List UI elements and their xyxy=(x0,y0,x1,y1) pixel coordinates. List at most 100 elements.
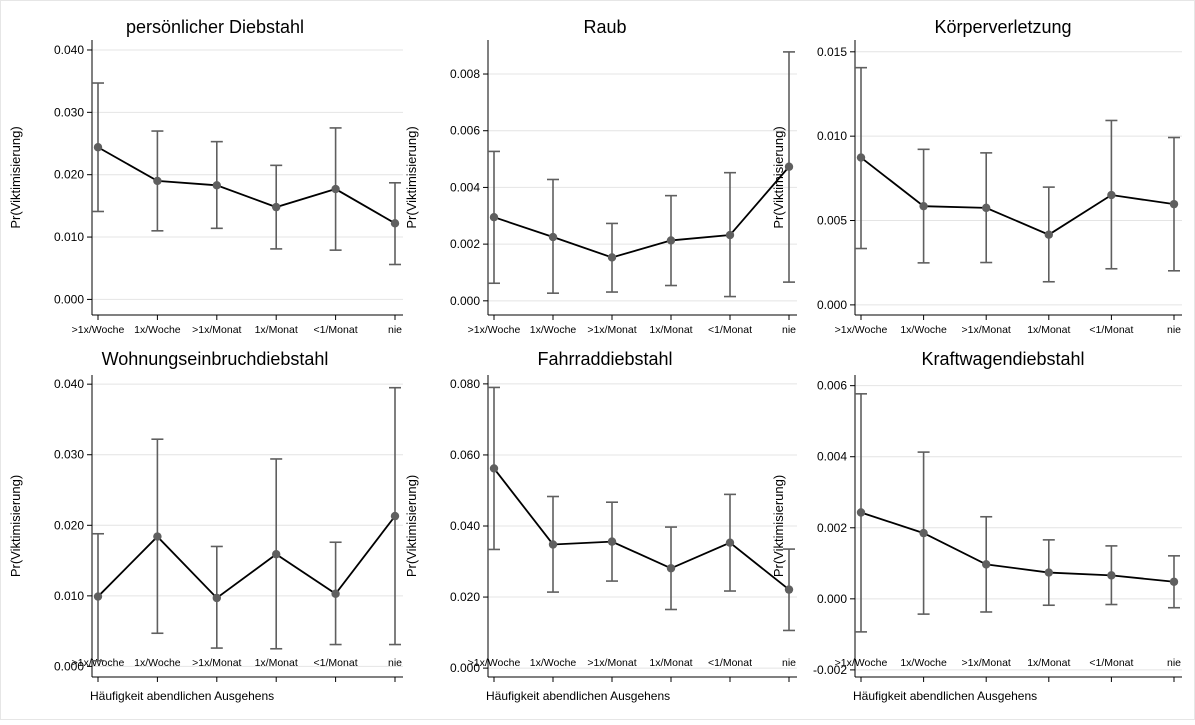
data-point xyxy=(391,512,399,520)
x-tick-label: nie xyxy=(782,324,796,336)
data-point xyxy=(608,253,616,261)
x-tick-label: 1x/Monat xyxy=(255,657,298,669)
x-tick-label: <1/Monat xyxy=(708,657,752,669)
y-tick-label: 0.020 xyxy=(450,590,480,604)
data-point xyxy=(726,538,734,546)
data-point xyxy=(94,592,102,600)
x-tick-label: <1/Monat xyxy=(1089,657,1133,669)
data-point xyxy=(785,585,793,593)
y-tick-label: 0.002 xyxy=(817,521,847,535)
y-axis-label: Pr(Viktimisierung) xyxy=(404,126,419,228)
x-tick-label: >1x/Woche xyxy=(468,657,521,669)
x-tick-label: 1x/Woche xyxy=(530,324,577,336)
y-tick-label: 0.004 xyxy=(817,450,847,464)
data-point xyxy=(153,532,161,540)
x-tick-label: <1/Monat xyxy=(314,657,358,669)
y-tick-label: 0.000 xyxy=(817,298,847,312)
data-point xyxy=(94,143,102,151)
x-tick-label: 1x/Woche xyxy=(134,657,181,669)
y-tick-label: 0.008 xyxy=(450,67,480,81)
data-point xyxy=(490,464,498,472)
y-tick-label: 0.006 xyxy=(450,124,480,138)
y-tick-label: 0.060 xyxy=(450,448,480,462)
y-tick-label: 0.020 xyxy=(54,168,84,182)
chart-title: Raub xyxy=(583,17,626,37)
x-axis-label: Häufigkeit abendlichen Ausgehens xyxy=(486,689,670,703)
chart-title: Fahrraddiebstahl xyxy=(537,349,672,369)
y-axis-label: Pr(Viktimisierung) xyxy=(771,475,786,577)
y-tick-label: 0.006 xyxy=(817,379,847,393)
data-point xyxy=(726,231,734,239)
y-tick-label: 0.005 xyxy=(817,214,847,228)
x-tick-label: nie xyxy=(388,657,402,669)
data-point xyxy=(153,177,161,185)
x-tick-label: >1x/Woche xyxy=(468,324,521,336)
x-tick-label: 1x/Woche xyxy=(134,324,181,336)
chart-title: Kraftwagendiebstahl xyxy=(921,349,1084,369)
y-tick-label: 0.015 xyxy=(817,45,847,59)
data-point xyxy=(213,594,221,602)
data-point xyxy=(1170,200,1178,208)
x-tick-label: nie xyxy=(1167,324,1181,336)
chart-title: Wohnungseinbruchdiebstahl xyxy=(102,349,329,369)
data-point xyxy=(1170,578,1178,586)
x-tick-label: 1x/Monat xyxy=(649,324,692,336)
x-axis-label: Häufigkeit abendlichen Ausgehens xyxy=(90,689,274,703)
y-tick-label: 0.002 xyxy=(450,237,480,251)
y-tick-label: 0.000 xyxy=(450,294,480,308)
y-tick-label: 0.030 xyxy=(54,105,84,119)
data-point xyxy=(667,564,675,572)
data-point xyxy=(490,213,498,221)
chart-title: persönlicher Diebstahl xyxy=(126,17,304,37)
x-tick-label: >1x/Monat xyxy=(587,657,636,669)
x-tick-label: nie xyxy=(1167,657,1181,669)
data-point xyxy=(331,185,339,193)
x-tick-label: <1/Monat xyxy=(708,324,752,336)
data-point xyxy=(857,508,865,516)
x-tick-label: >1x/Monat xyxy=(192,324,241,336)
data-point xyxy=(549,233,557,241)
data-point xyxy=(213,181,221,189)
y-tick-label: 0.040 xyxy=(54,43,84,57)
chart-title: Körperverletzung xyxy=(934,17,1071,37)
y-tick-label: 0.010 xyxy=(54,589,84,603)
x-tick-label: 1x/Monat xyxy=(649,657,692,669)
y-tick-label: 0.000 xyxy=(54,292,84,306)
data-point xyxy=(982,560,990,568)
y-tick-label: 0.010 xyxy=(817,129,847,143)
y-axis-label: Pr(Viktimisierung) xyxy=(404,475,419,577)
x-tick-label: 1x/Monat xyxy=(1027,324,1070,336)
x-tick-label: <1/Monat xyxy=(314,324,358,336)
data-point xyxy=(982,204,990,212)
x-tick-label: <1/Monat xyxy=(1089,324,1133,336)
x-tick-label: 1x/Monat xyxy=(1027,657,1070,669)
x-tick-label: >1x/Monat xyxy=(192,657,241,669)
x-tick-label: >1x/Monat xyxy=(587,324,636,336)
data-point xyxy=(919,202,927,210)
x-tick-label: >1x/Woche xyxy=(835,657,888,669)
y-tick-label: 0.004 xyxy=(450,180,480,194)
y-tick-label: 0.080 xyxy=(450,377,480,391)
x-tick-label: nie xyxy=(782,657,796,669)
x-tick-label: nie xyxy=(388,324,402,336)
y-tick-label: 0.040 xyxy=(450,519,480,533)
x-tick-label: >1x/Monat xyxy=(962,324,1011,336)
y-axis-label: Pr(Viktimisierung) xyxy=(771,126,786,228)
x-tick-label: 1x/Woche xyxy=(900,657,947,669)
x-axis-label: Häufigkeit abendlichen Ausgehens xyxy=(853,689,1037,703)
y-tick-label: 0.020 xyxy=(54,518,84,532)
y-tick-label: 0.000 xyxy=(817,592,847,606)
x-tick-label: 1x/Monat xyxy=(255,324,298,336)
data-point xyxy=(1107,571,1115,579)
data-point xyxy=(549,540,557,548)
x-tick-label: 1x/Woche xyxy=(530,657,577,669)
x-tick-label: 1x/Woche xyxy=(900,324,947,336)
y-tick-label: 0.010 xyxy=(54,230,84,244)
y-axis-label: Pr(Viktimisierung) xyxy=(8,475,23,577)
data-point xyxy=(272,550,280,558)
y-tick-label: 0.040 xyxy=(54,377,84,391)
data-point xyxy=(785,163,793,171)
data-point xyxy=(391,219,399,227)
data-point xyxy=(857,153,865,161)
